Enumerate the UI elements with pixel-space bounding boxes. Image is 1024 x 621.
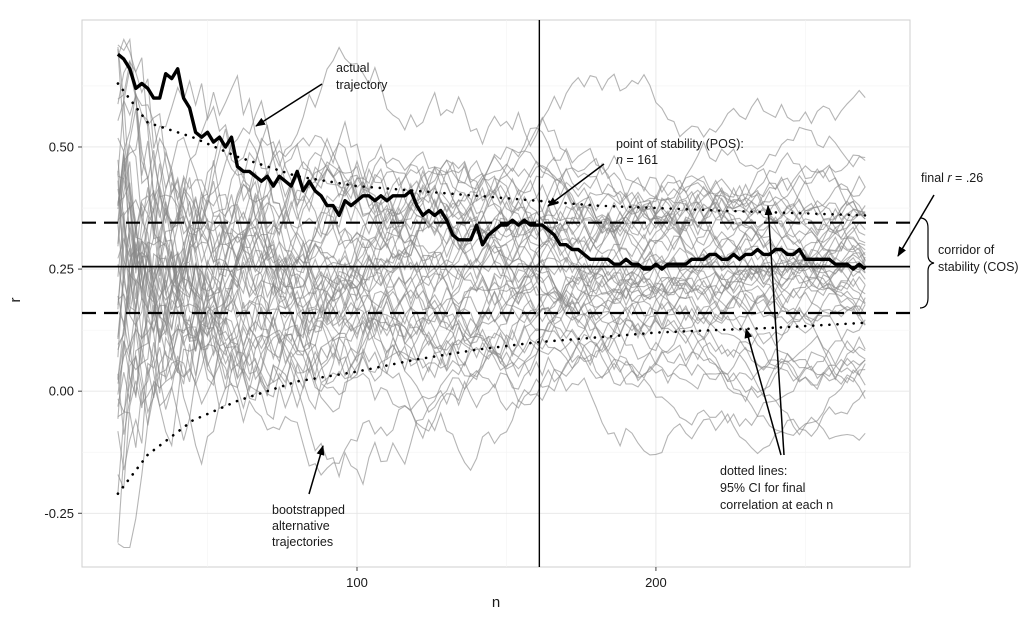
annotation-corridor: corridor of stability (COS): [919, 217, 1019, 309]
bootstrap-trajectory: [117, 179, 866, 368]
bootstrap-trajectory: [117, 93, 866, 299]
ci-lower-dotted-line: [116, 321, 867, 495]
bootstrap-trajectory: [117, 46, 866, 337]
x-axis-title: n: [492, 594, 500, 611]
bootstrap-trajectory: [117, 127, 866, 419]
bootstrap-trajectory: [117, 160, 866, 398]
svg-text:95% CI for final: 95% CI for final: [720, 481, 805, 495]
bootstrap-trajectory: [117, 154, 866, 366]
bootstrap-trajectory: [117, 251, 866, 428]
annotation-actual: actual trajectory: [255, 61, 388, 127]
svg-text:alternative: alternative: [272, 519, 330, 533]
bootstrap-trajectory: [117, 136, 866, 326]
svg-text:final r = .26: final r = .26: [921, 171, 983, 185]
y-axis-title: r: [7, 298, 24, 303]
annotation-pos: point of stability (POS): n = 161: [547, 137, 744, 207]
svg-text:correlation at each n: correlation at each n: [720, 498, 833, 512]
svg-text:trajectory: trajectory: [336, 78, 388, 92]
svg-text:bootstrapped: bootstrapped: [272, 503, 345, 517]
bootstrap-trajectory: [117, 170, 866, 373]
bootstrap-trajectory: [117, 116, 866, 277]
svg-text:n = 161: n = 161: [616, 153, 658, 167]
bootstrap-trajectory: [117, 47, 866, 448]
x-axis-ticks: 100 200: [346, 567, 667, 590]
x-tick-label: 100: [346, 575, 368, 590]
bootstrap-trajectory: [117, 183, 866, 448]
actual-trajectory-line: [116, 52, 867, 271]
annotation-final-r: final r = .26: [897, 171, 983, 257]
bootstrap-trajectory: [117, 74, 866, 379]
y-axis-ticks: -0.25 0.00 0.25 0.50: [44, 139, 82, 521]
bootstrap-trajectory: [117, 161, 866, 343]
bootstrap-trajectory: [117, 93, 866, 323]
bootstrap-trajectory: [117, 255, 866, 494]
svg-text:trajectories: trajectories: [272, 535, 333, 549]
y-tick-label: 0.50: [49, 139, 74, 154]
y-tick-label: 0.25: [49, 262, 74, 277]
annotation-bootstrapped: bootstrapped alternative trajectories: [272, 445, 345, 549]
svg-text:corridor of: corridor of: [938, 243, 995, 257]
x-tick-label: 200: [645, 575, 667, 590]
bootstrap-trajectory: [117, 163, 866, 471]
annotation-dotted-lines: dotted lines: 95% CI for final correlati…: [720, 205, 833, 512]
svg-text:stability (COS): stability (COS): [938, 260, 1019, 274]
svg-text:dotted lines:: dotted lines:: [720, 464, 787, 478]
bootstrap-trajectory: [117, 134, 866, 283]
y-tick-label: 0.00: [49, 384, 74, 399]
svg-text:actual: actual: [336, 61, 369, 75]
bootstrap-trajectory: [117, 38, 866, 280]
y-tick-label: -0.25: [44, 506, 74, 521]
bootstrap-trajectory: [117, 159, 866, 390]
svg-text:point of stability (POS):: point of stability (POS):: [616, 137, 744, 151]
bootstrap-trajectory: [117, 179, 866, 426]
bootstrap-trajectory: [117, 242, 866, 415]
bootstrap-trajectory: [117, 211, 866, 438]
ci-upper-dotted-line: [116, 82, 867, 217]
